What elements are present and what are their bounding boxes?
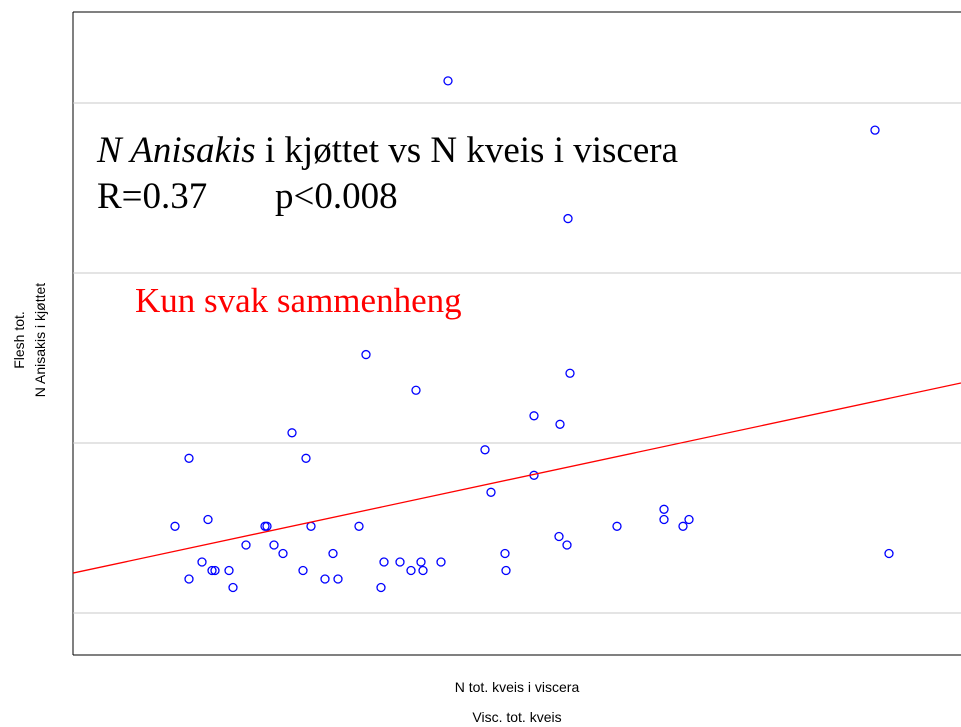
point [659,504,669,514]
point [184,574,194,584]
point [210,565,220,576]
point [224,565,234,576]
point [320,574,330,584]
y-label-2: N Anisakis i kjøttet [32,283,48,397]
y-label-1: Flesh tot. [11,311,27,369]
point [395,557,405,567]
point [269,540,279,550]
grid [73,102,961,614]
point [278,548,288,559]
point [555,419,565,429]
point [529,411,539,421]
marks [72,76,961,593]
point [241,540,251,550]
annotation-italic: N Anisakis [96,130,256,171]
point [333,574,343,584]
annotation-rest: i kjøttet vs N kveis i viscera [256,130,678,171]
point [884,548,894,559]
point [287,428,297,438]
point [379,557,389,567]
point [659,514,669,525]
point [361,349,371,360]
point [501,565,511,576]
point [500,548,510,559]
point [197,557,207,567]
point [486,487,496,497]
comment: Kun svak sammenheng [135,281,462,320]
point [436,557,446,567]
point [298,565,308,576]
x-label-1: N tot. kveis i viscera [455,679,580,695]
point [301,453,311,463]
point [443,76,453,86]
annotation-line1: N Anisakis i kjøttet vs N kveis i viscer… [96,130,678,171]
point [170,521,180,531]
point [565,368,575,378]
x-label-2: Visc. tot. kveis [472,709,561,725]
annotation-r: R=0.37 [97,176,207,217]
point [554,531,564,542]
point [203,514,213,525]
point [184,453,194,463]
point [418,565,428,576]
point [306,521,316,531]
point [411,385,421,395]
point [207,565,217,576]
point [328,548,338,559]
point [480,445,490,455]
trend-line [72,382,961,574]
point [416,557,426,567]
point [354,521,364,531]
point [376,582,386,593]
point [406,565,416,576]
point [228,582,238,593]
point [562,540,572,550]
point [678,521,688,531]
point [684,514,694,525]
annotation-p: p<0.008 [275,176,398,217]
point [262,521,272,531]
point [870,125,880,135]
point [612,521,622,531]
point [563,213,573,224]
